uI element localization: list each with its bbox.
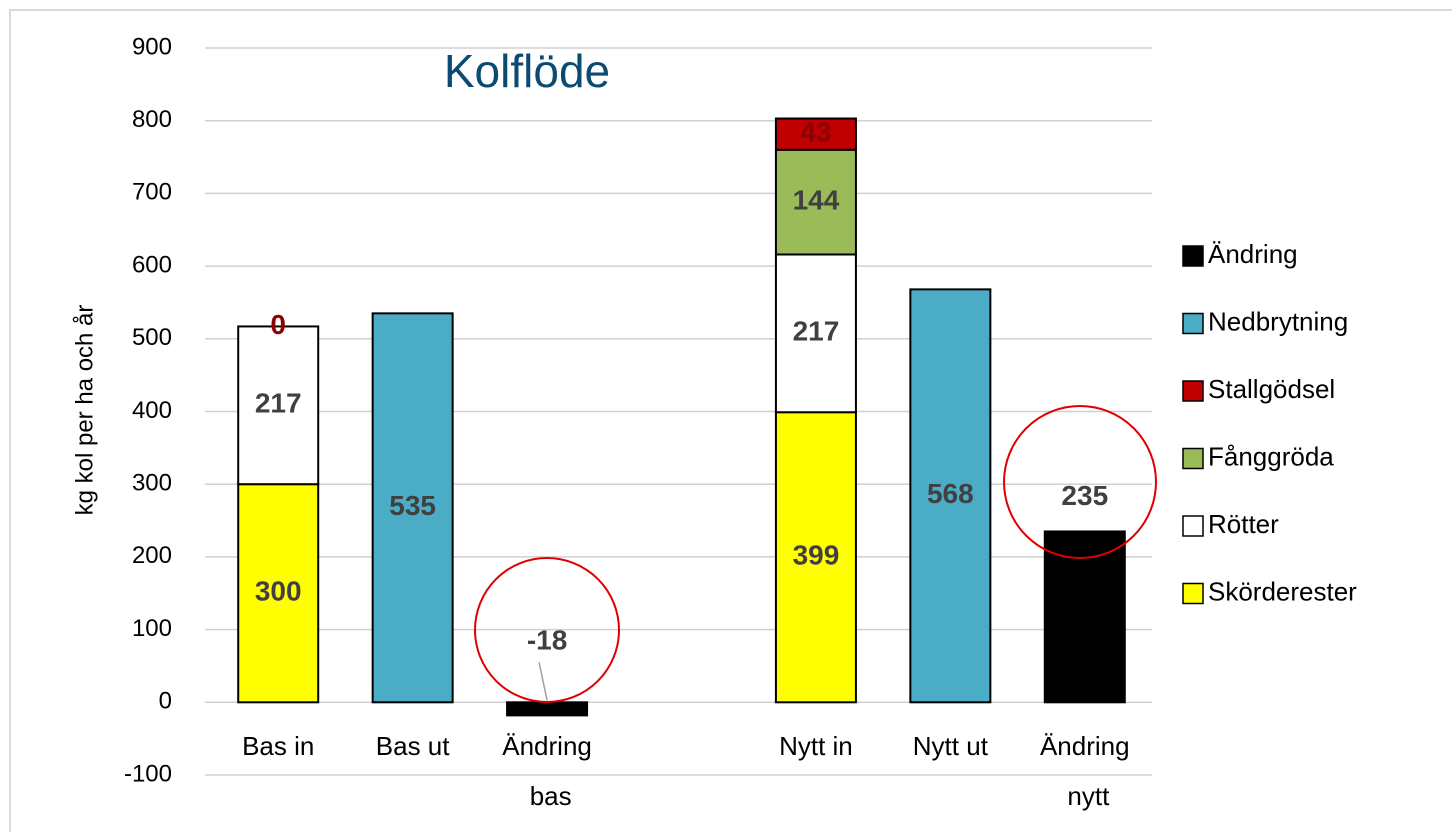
legend-label: Nedbrytning (1208, 306, 1348, 336)
y-tick-label: -100 (124, 760, 172, 787)
y-tick-label: 200 (132, 542, 172, 569)
y-tick-label: 400 (132, 397, 172, 424)
legend-label: Rötter (1208, 509, 1279, 539)
data-label: 144 (793, 185, 840, 216)
bar-segment (774, 253, 857, 414)
data-label: 300 (255, 576, 302, 607)
legend-swatch (1182, 245, 1204, 267)
grid: -100 0 100 200 300 400 500 600 700 800 900 (124, 33, 1152, 787)
data-label: 43 (800, 117, 831, 148)
x-tick-label: Ändring bas (502, 731, 592, 811)
data-label: 217 (255, 388, 302, 419)
bar-segment (237, 483, 320, 704)
bar-segment (909, 288, 992, 704)
bar-segment (774, 411, 857, 704)
x-tick-label: Bas ut (376, 731, 450, 761)
leader-line (538, 662, 548, 701)
legend-label: Fånggröda (1208, 441, 1334, 471)
legend-swatch (1182, 515, 1204, 537)
labels: Bas in Bas ut Ändring bas Nytt in Nytt ut Änd… (242, 117, 1130, 811)
x-tick-label: Ändring nytt (1040, 731, 1130, 811)
data-label: 217 (793, 316, 840, 347)
bar-segment (237, 325, 320, 486)
legend-swatch (1182, 447, 1204, 470)
frame (9, 9, 1452, 832)
y-tick-label: 900 (132, 33, 172, 60)
data-label: 568 (927, 478, 974, 509)
bar-segment (774, 117, 857, 151)
legend-swatch (1182, 582, 1204, 605)
y-tick-label: 100 (132, 615, 172, 642)
bar-segment (506, 701, 589, 717)
legend: Ändring Nedbrytning Stallgödsel Fånggröda Rö… (1182, 239, 1357, 606)
legend-swatch (1182, 380, 1204, 402)
highlight-circle (1003, 405, 1157, 559)
legend-label: Skörderester (1208, 576, 1357, 606)
chart-title: Kolflöde (444, 45, 610, 97)
legend-swatch (1182, 312, 1204, 335)
data-label: 535 (389, 490, 436, 521)
y-tick-label: 700 (132, 179, 172, 206)
bar-segment (1043, 530, 1126, 704)
data-label: 235 (1061, 480, 1108, 511)
legend-label: Ändring (1208, 239, 1298, 269)
highlight-circle (474, 557, 620, 703)
x-tick-label: Nytt in (779, 731, 853, 761)
data-label: -18 (527, 625, 567, 656)
y-tick-label: 0 (159, 688, 172, 715)
bar-segment (371, 312, 454, 704)
y-tick-label: 600 (132, 251, 172, 278)
y-tick-label: 300 (132, 470, 172, 497)
data-label: 0 (270, 309, 286, 340)
bars (237, 117, 1126, 717)
y-tick-label: 800 (132, 106, 172, 133)
x-tick-label: Nytt ut (913, 731, 989, 761)
legend-label: Stallgödsel (1208, 374, 1335, 404)
data-label: 399 (793, 540, 840, 571)
y-tick-label: 500 (132, 324, 172, 351)
y-axis-label: kg kol per ha och år (71, 305, 98, 516)
x-tick-label: Bas in (242, 731, 314, 761)
